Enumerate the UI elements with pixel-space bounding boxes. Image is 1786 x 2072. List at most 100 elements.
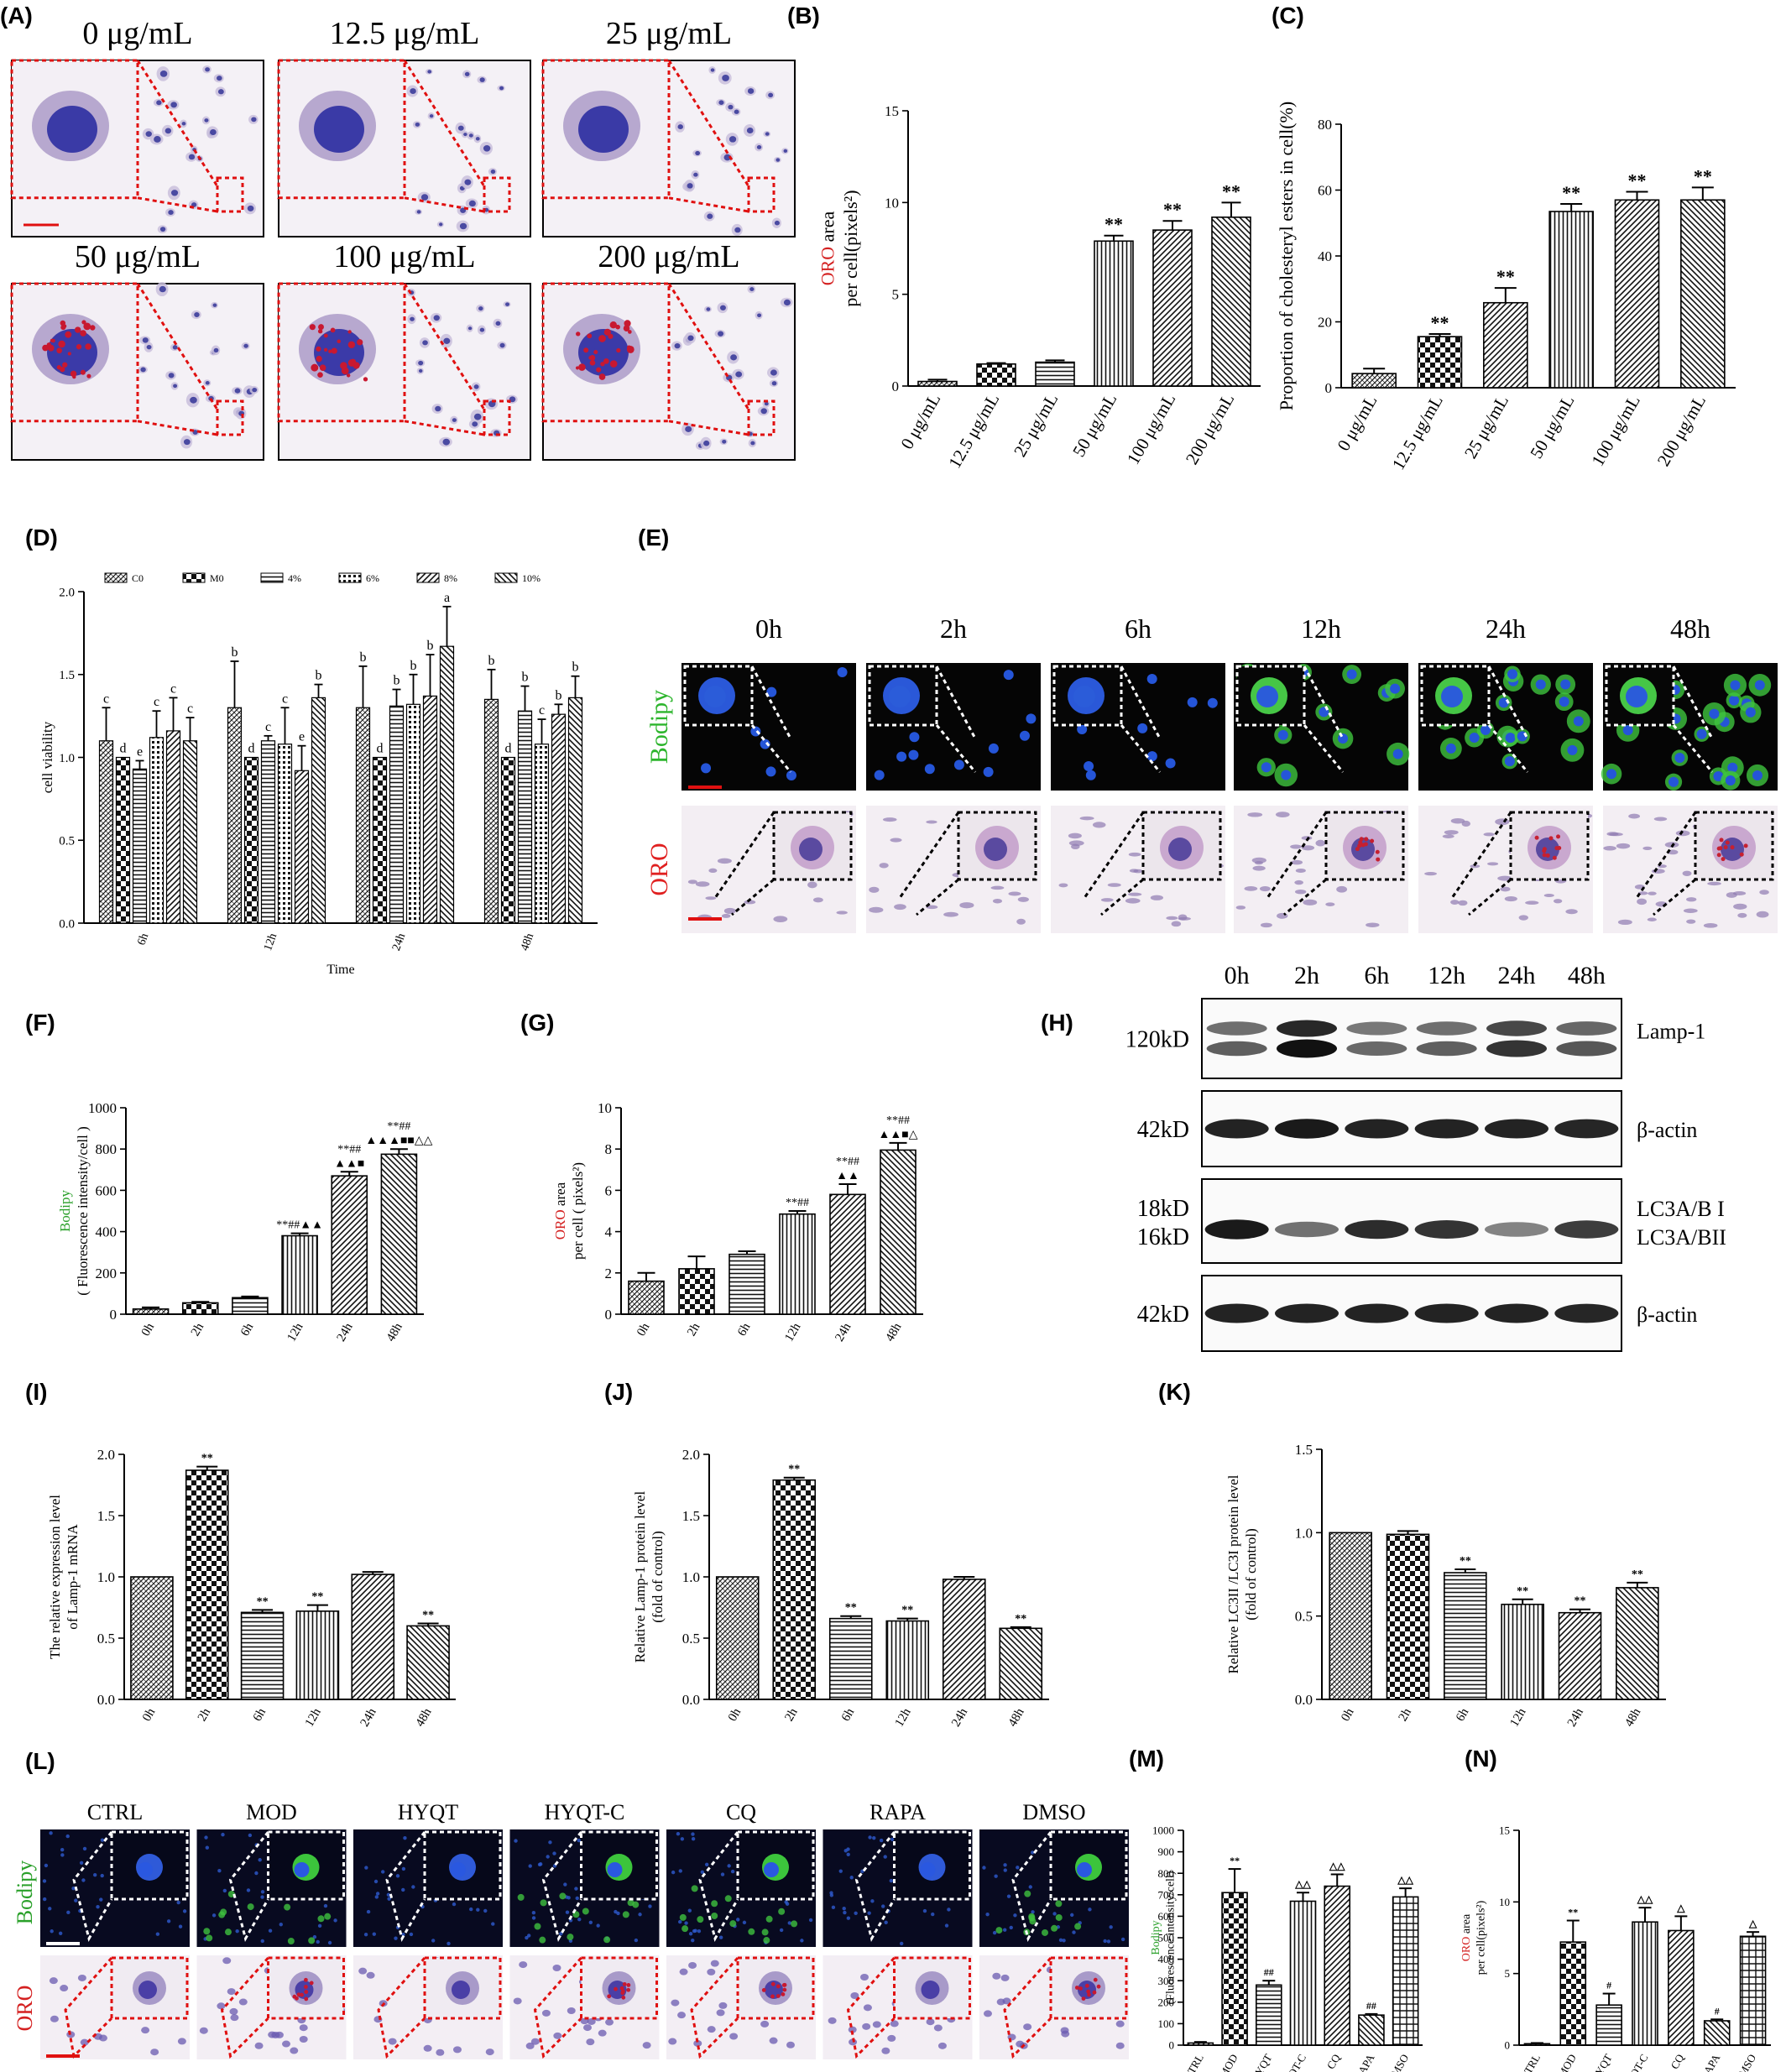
zoom-line	[1266, 812, 1328, 916]
nucleus-signal	[1030, 1850, 1035, 1855]
cell	[1277, 912, 1288, 919]
cell	[60, 1985, 69, 1992]
bar	[422, 695, 438, 924]
nucleus	[774, 220, 780, 226]
nucleus	[140, 367, 146, 373]
nucleus	[750, 441, 755, 446]
significance-letter: d	[505, 742, 512, 756]
x-tick-label: 6h	[238, 1321, 257, 1339]
lipid-droplet	[337, 339, 342, 344]
y-axis-label-line2: per cell(pixels²)	[1475, 1900, 1487, 1975]
band	[1554, 1220, 1619, 1239]
y-tick-label: 900	[1158, 1845, 1175, 1858]
nucleus-signal	[1392, 749, 1403, 759]
zoom-line	[533, 1957, 582, 2059]
lipid-droplet	[1542, 853, 1547, 858]
y-tick-label: 0.5	[1295, 1609, 1313, 1625]
y-tick-label: 10	[598, 1100, 612, 1116]
nucleus-signal	[727, 1864, 731, 1868]
nucleus-signal	[1103, 1939, 1107, 1944]
nucleus-signal	[221, 1832, 225, 1837]
cell	[1235, 906, 1246, 910]
nucleus-signal	[1077, 724, 1088, 735]
band	[1277, 1020, 1337, 1037]
zoom-line	[136, 283, 219, 436]
bar	[260, 740, 276, 924]
cell	[836, 911, 848, 915]
lipid-droplet	[603, 328, 611, 336]
nucleus-signal	[634, 1938, 639, 1943]
lipid-droplet	[80, 330, 86, 337]
y-tick-label: 0.0	[1295, 1692, 1313, 1708]
nucleus-signal	[575, 1896, 579, 1901]
inset-nucleus	[1351, 838, 1375, 861]
nucleus-signal	[1109, 1925, 1113, 1929]
nucleus-signal	[881, 1904, 885, 1908]
cell	[290, 2047, 299, 2054]
nucleus-signal	[1674, 753, 1685, 764]
bodipy-image	[1051, 663, 1225, 791]
nucleus-signal	[100, 1838, 105, 1842]
nucleus-signal	[333, 1918, 337, 1923]
cell	[1703, 923, 1718, 928]
x-tick-label: 0h	[634, 1321, 653, 1339]
nucleus	[181, 122, 186, 126]
x-tick-label: 0 μg/mL	[896, 390, 944, 453]
nucleus-signal	[279, 1923, 283, 1927]
legend-label: M0	[210, 572, 224, 584]
x-tick-label: 2h	[189, 1321, 207, 1339]
lipid-droplet	[576, 331, 581, 337]
legend-label: C0	[132, 572, 144, 584]
lipid-signal	[206, 1934, 213, 1942]
x-tick-label: 48h	[384, 1321, 405, 1344]
inset-outline	[893, 1956, 971, 2020]
lipid-droplet	[300, 1992, 304, 1997]
cell	[677, 2012, 687, 2019]
lipid-droplet	[321, 366, 326, 371]
lipid-droplet	[588, 356, 593, 360]
nucleus-signal	[1729, 695, 1740, 706]
zoom-line	[64, 1957, 113, 2059]
x-tick-label: 12h	[303, 1706, 324, 1730]
cell	[582, 2024, 592, 2032]
bodipy-image	[822, 1829, 973, 1947]
nucleus	[435, 405, 441, 412]
nucleus-signal	[375, 1892, 380, 1896]
cell	[729, 2033, 739, 2040]
significance-mark: △△	[1637, 1893, 1653, 1905]
y-tick-label: 0	[1505, 2039, 1511, 2052]
nucleus	[695, 150, 701, 156]
nucleus-signal	[1137, 723, 1148, 733]
lipid-droplet	[316, 346, 321, 352]
significance-letter: c	[282, 692, 288, 706]
lipid-droplet	[589, 359, 596, 366]
zoom-line	[750, 665, 792, 773]
cell	[1470, 864, 1480, 869]
cell	[718, 2002, 728, 2009]
micrograph	[277, 59, 531, 237]
nucleus-signal	[380, 1870, 385, 1874]
oro-image	[40, 1955, 190, 2059]
nucleus-signal	[692, 1928, 697, 1934]
micrograph	[10, 59, 264, 237]
nucleus-signal	[538, 1862, 543, 1866]
lipid-droplet	[318, 324, 324, 331]
lipid-droplet	[761, 1988, 766, 1992]
bar	[355, 707, 371, 924]
inset-nucleus	[889, 686, 911, 707]
nucleus	[418, 360, 424, 366]
nucleus-signal	[260, 1939, 264, 1944]
cell	[1686, 919, 1696, 924]
nucleus-signal	[312, 1934, 317, 1939]
lipid-droplet	[1363, 842, 1368, 847]
lane-label: 12h	[1428, 962, 1465, 989]
nucleus-signal	[843, 1849, 848, 1853]
nucleus-signal	[838, 1869, 843, 1873]
nucleus-signal	[1009, 1925, 1013, 1930]
inset-nucleus	[1256, 686, 1278, 707]
lipid-droplet	[600, 362, 605, 367]
zoom-line	[377, 1957, 426, 2059]
oro-image	[979, 1955, 1129, 2059]
nucleus-signal	[446, 1941, 451, 1946]
nucleus-signal	[1505, 733, 1516, 744]
